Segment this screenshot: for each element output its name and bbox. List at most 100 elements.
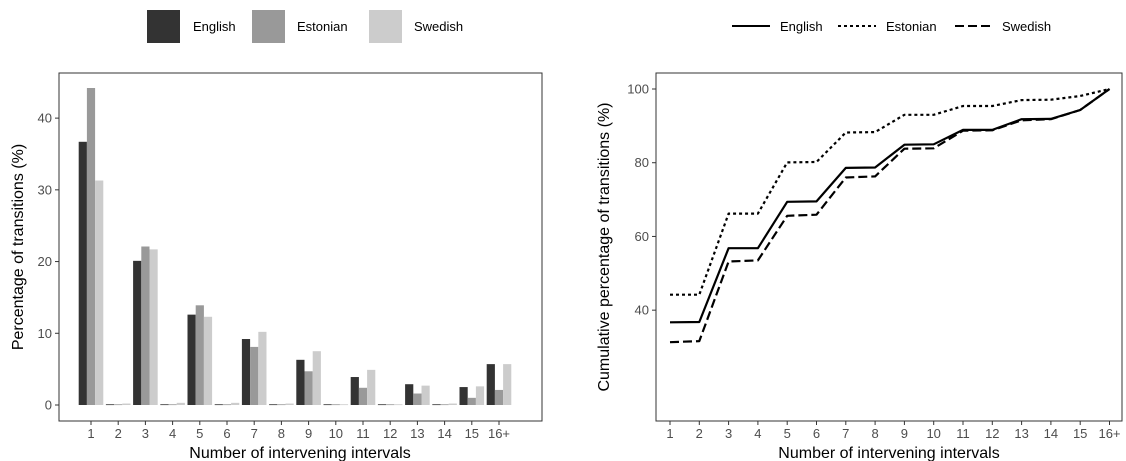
bar-swedish-4	[176, 402, 185, 405]
bar-estonian-11	[358, 387, 368, 405]
bar-english-11	[350, 377, 359, 405]
line-x-tick-label: 3	[725, 426, 732, 441]
bar-x-tick-label: 15	[465, 426, 479, 441]
bar-x-tick-label: 16+	[488, 426, 510, 441]
bar-estonian-8	[277, 404, 286, 406]
bar-estonian-12	[386, 404, 395, 406]
bar-estonian-14	[440, 404, 449, 406]
bar-english-3	[133, 260, 142, 405]
legend-label-swedish: Swedish	[414, 19, 463, 34]
line-chart-lines	[669, 87, 1111, 344]
line-chart-y-axis-title: Cumulative percentage of transitions (%)	[596, 102, 613, 391]
bar-swedish-13	[421, 385, 430, 405]
bar-x-tick-label: 9	[305, 426, 312, 441]
bar-estonian-1	[86, 88, 96, 405]
bar-swedish-7	[258, 331, 267, 405]
line-x-tick-label: 15	[1073, 426, 1087, 441]
bar-english-10	[323, 404, 332, 406]
bar-swedish-2	[122, 403, 131, 405]
bar-estonian-5	[195, 305, 204, 405]
line-chart-y-axis: 40 60 80 100	[627, 82, 656, 318]
line-x-tick-label: 14	[1044, 426, 1058, 441]
line-x-tick-label: 11	[956, 426, 970, 441]
bar-english-7	[241, 339, 251, 405]
line-x-tick-label: 13	[1014, 426, 1028, 441]
bar-y-tick-label: 30	[38, 182, 52, 197]
bar-chart-plot-border	[58, 72, 543, 422]
bar-x-tick-label: 3	[142, 426, 149, 441]
bar-english-9	[296, 359, 305, 405]
line-y-tick-label: 100	[627, 82, 649, 97]
bar-swedish-14	[448, 403, 457, 405]
bar-y-tick-label: 40	[38, 111, 52, 126]
bar-y-tick-label: 0	[45, 398, 52, 413]
bar-chart-x-axis: 1 2 3 4 5 6 7 8 9 10 11 12 13 14 15 16+	[87, 421, 510, 441]
bar-x-tick-label: 8	[278, 426, 285, 441]
bar-estonian-2	[114, 404, 123, 406]
line-x-tick-label: 9	[901, 426, 908, 441]
legend-label-estonian-line: Estonian	[886, 19, 937, 34]
line-x-tick-label: 4	[754, 426, 761, 441]
bar-english-4	[160, 404, 169, 406]
bar-legend: English Estonian Swedish	[147, 10, 463, 43]
line-chart-x-axis: 1 2 3 4 5 6 7 8 9 10 11 12 13 14 15 16+	[666, 421, 1121, 441]
legend-label-swedish-line: Swedish	[1002, 19, 1051, 34]
legend-label-english-line: English	[780, 19, 823, 34]
line-y-tick-label: 40	[635, 303, 649, 318]
legend-label-english: English	[193, 19, 236, 34]
bar-english-2	[105, 404, 115, 406]
bar-estonian-9	[304, 371, 313, 405]
line-x-tick-label: 16+	[1098, 426, 1120, 441]
bar-x-tick-label: 6	[223, 426, 230, 441]
bar-english-15	[459, 387, 468, 405]
bar-swedish-5	[203, 316, 213, 405]
bar-estonian-4	[168, 404, 177, 406]
bar-english-1	[78, 141, 87, 405]
legend-swatch-estonian	[252, 10, 285, 43]
line-x-tick-label: 10	[926, 426, 940, 441]
line-x-tick-label: 5	[784, 426, 791, 441]
line-chart-x-axis-title: Number of intervening intervals	[778, 445, 999, 461]
bar-x-tick-label: 10	[329, 426, 343, 441]
bar-x-tick-label: 11	[356, 426, 370, 441]
bar-swedish-3	[149, 249, 158, 405]
bar-x-tick-label: 13	[410, 426, 424, 441]
line-x-tick-label: 8	[871, 426, 878, 441]
bar-x-tick-label: 1	[87, 426, 94, 441]
bar-estonian-13	[413, 393, 422, 405]
bar-english-16	[486, 364, 495, 405]
bar-swedish-16	[503, 364, 512, 405]
bar-estonian-15	[467, 397, 476, 405]
line-x-tick-label: 12	[985, 426, 999, 441]
bar-swedish-10	[339, 404, 349, 406]
line-x-tick-label: 1	[666, 426, 673, 441]
bar-estonian-6	[222, 404, 232, 406]
legend-label-estonian: Estonian	[297, 19, 348, 34]
legend-swatch-swedish	[369, 10, 402, 43]
bar-estonian-16	[494, 389, 504, 405]
line-y-tick-label: 80	[635, 155, 649, 170]
bar-english-14	[432, 404, 441, 406]
bar-chart-y-axis: 0 10 20 30 40	[38, 111, 59, 413]
bar-estonian-10	[331, 404, 340, 406]
bar-swedish-8	[285, 403, 294, 405]
bar-swedish-11	[367, 369, 376, 405]
line-chart-plot-border	[655, 72, 1123, 422]
bar-x-tick-label: 7	[251, 426, 258, 441]
bar-chart-bars	[78, 88, 512, 406]
bar-chart-y-axis-title: Percentage of transitions (%)	[10, 144, 27, 350]
line-x-tick-label: 2	[696, 426, 703, 441]
bar-swedish-15	[475, 386, 485, 405]
bar-english-5	[187, 314, 196, 405]
bar-x-tick-label: 2	[115, 426, 122, 441]
bar-estonian-7	[250, 346, 259, 405]
line-series-swedish	[669, 88, 1111, 344]
line-x-tick-label: 6	[813, 426, 820, 441]
bar-estonian-3	[141, 246, 150, 405]
bar-x-tick-label: 5	[196, 426, 203, 441]
bar-english-12	[377, 404, 387, 406]
bar-y-tick-label: 10	[38, 326, 52, 341]
